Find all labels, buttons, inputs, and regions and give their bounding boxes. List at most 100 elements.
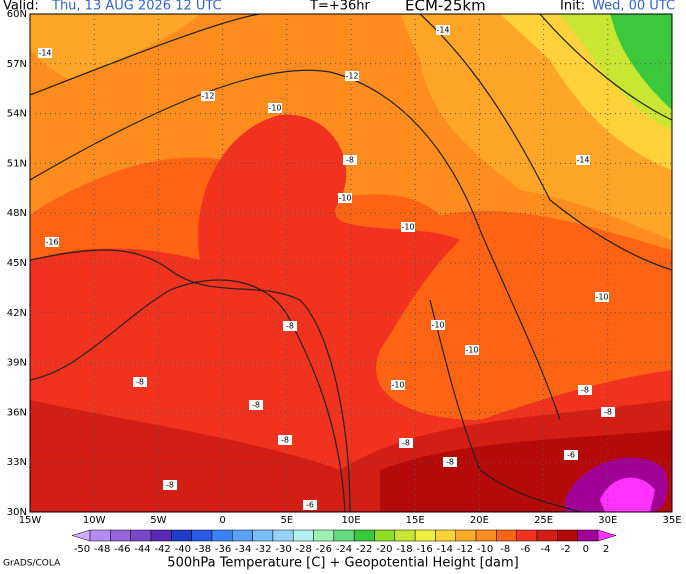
contour-label: -10 xyxy=(391,381,404,390)
colorbar-box xyxy=(313,529,335,542)
lat-label: 45N xyxy=(7,258,27,269)
init-label: Init: xyxy=(560,0,585,14)
colorbar-label: -30 xyxy=(275,544,291,555)
colorbar-label: -40 xyxy=(175,544,191,555)
lon-label: 30E xyxy=(598,515,617,526)
contour-label: -8 xyxy=(346,156,354,165)
colorbar-label: -36 xyxy=(215,544,231,555)
contour-label-box xyxy=(601,407,615,417)
contour-label-box xyxy=(38,48,52,58)
colorbar-label: -12 xyxy=(457,544,473,555)
lon-label: 20E xyxy=(470,515,489,526)
colorbar-box xyxy=(150,529,172,542)
lat-label: 57N xyxy=(7,59,27,70)
contour-label: -8 xyxy=(281,436,289,445)
contour-label-box xyxy=(163,480,177,490)
credit: GrADS/COLA xyxy=(3,559,61,569)
colorbar-label: -8 xyxy=(500,544,510,555)
colorbar-box xyxy=(394,529,416,542)
colorbar-label: -4 xyxy=(541,544,551,555)
colorbar-label: -42 xyxy=(154,544,170,555)
lat-label: 39N xyxy=(7,358,27,369)
contour-label: -12 xyxy=(201,92,214,101)
colorbar-box xyxy=(272,529,294,542)
contour-label-box xyxy=(249,400,263,410)
colorbar-box xyxy=(231,529,253,542)
colorbar-box xyxy=(536,529,558,542)
lon-label: 10W xyxy=(83,515,106,526)
contour-label: -8 xyxy=(166,481,174,490)
colorbar-box xyxy=(292,529,314,542)
colorbar-box xyxy=(374,529,396,542)
valid-label: Valid: xyxy=(3,0,39,14)
contour-label: -8 xyxy=(252,401,260,410)
contour-label: -10 xyxy=(431,321,444,330)
init-time: Wed, 00 UTC xyxy=(592,0,675,14)
colorbar-label: -50 xyxy=(74,544,90,555)
colorbar-box xyxy=(577,529,599,542)
caption: 500hPa Temperature [C] + Geopotential He… xyxy=(167,556,518,571)
contour-label: -6 xyxy=(306,501,314,510)
contour-label-box xyxy=(578,385,592,395)
contour-label: -14 xyxy=(576,156,589,165)
lat-label: 33N xyxy=(7,457,27,468)
colorbar-box xyxy=(516,529,538,542)
colorbar-label: -18 xyxy=(396,544,412,555)
contour-label-box xyxy=(436,25,450,35)
contour-label-box xyxy=(595,292,609,302)
lat-label: 48N xyxy=(7,208,27,219)
colorbar-label: -14 xyxy=(437,544,453,555)
colorbar-label: 0 xyxy=(583,544,589,555)
colorbar-label: 2 xyxy=(603,544,609,555)
colorbar-label: -32 xyxy=(255,544,271,555)
contour-label-box xyxy=(431,320,445,330)
colorbar-label: -44 xyxy=(134,544,150,555)
contour-label: -10 xyxy=(465,346,478,355)
lat-label: 30N xyxy=(7,507,27,518)
colorbar-box xyxy=(130,529,152,542)
contour-label-box xyxy=(201,91,215,101)
lon-label: 15E xyxy=(406,515,425,526)
contour-label-box xyxy=(576,155,590,165)
colorbar-box xyxy=(191,529,213,542)
colorbar-label: -16 xyxy=(416,544,432,555)
contour-label-box xyxy=(303,500,317,510)
lead-time: T=+36hr xyxy=(309,0,371,14)
contour-label: -10 xyxy=(595,293,608,302)
colorbar-box xyxy=(333,529,355,542)
colorbar-box xyxy=(353,529,375,542)
contour-label-box xyxy=(133,377,147,387)
contour-label: -8 xyxy=(446,458,454,467)
contour-label: -6 xyxy=(567,451,575,460)
lat-label: 60N xyxy=(7,9,27,20)
colorbar-box xyxy=(455,529,477,542)
contour-label: -16 xyxy=(45,238,58,247)
colorbar-box xyxy=(89,529,111,542)
colorbar-label: -2 xyxy=(561,544,571,555)
contour-label-box xyxy=(343,155,357,165)
contour-label-box xyxy=(401,222,415,232)
colorbar-box xyxy=(171,529,192,542)
contour-label: -10 xyxy=(268,104,281,113)
colorbar-label: -34 xyxy=(235,544,251,555)
model-name: ECM-25km xyxy=(405,0,486,15)
contour-label-box xyxy=(45,237,59,247)
colorbar-label: -24 xyxy=(336,544,352,555)
colorbar-label: -20 xyxy=(376,544,392,555)
lon-label: 15W xyxy=(19,515,42,526)
colorbar-box xyxy=(496,529,517,542)
colorbar-label: -48 xyxy=(94,544,110,555)
lon-label: 0 xyxy=(219,515,225,526)
contour-label-box xyxy=(345,71,359,81)
colorbar-label: -10 xyxy=(477,544,493,555)
colorbar-label: -22 xyxy=(356,544,372,555)
contour-label-box xyxy=(268,103,282,113)
contour-label: -14 xyxy=(436,26,449,35)
colorbar-arrow xyxy=(597,529,617,542)
colorbar-box xyxy=(557,529,578,542)
lat-label: 42N xyxy=(7,308,27,319)
colorbar-label: -28 xyxy=(296,544,312,555)
lat-label: 36N xyxy=(7,407,27,418)
contour-label: -10 xyxy=(338,194,351,203)
contour-label: -8 xyxy=(136,378,144,387)
